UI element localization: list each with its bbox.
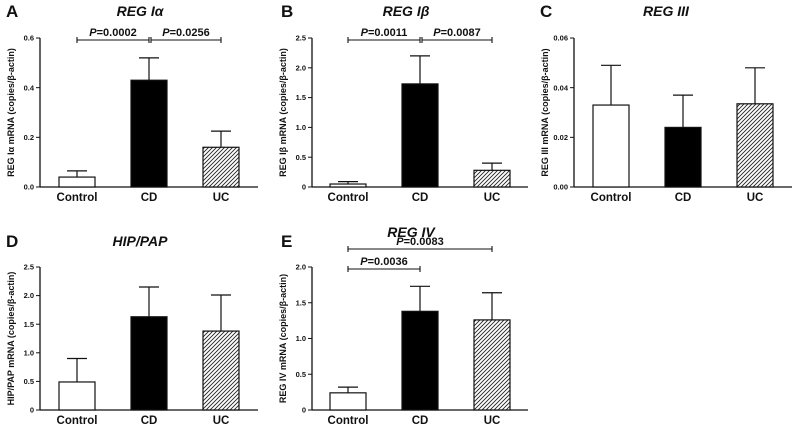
p-symbol: P (361, 27, 369, 39)
bar (473, 169, 511, 188)
p-value: =0.0256 (170, 27, 210, 39)
p-value-label: P=0.0036 (360, 256, 407, 268)
y-axis-label: REG Iβ mRNA (copies/β-actin) (278, 48, 288, 177)
p-symbol: P (433, 27, 441, 39)
bar (58, 176, 96, 188)
p-symbol: P (396, 236, 404, 248)
p-value: =0.0036 (368, 256, 408, 268)
p-value: =0.0087 (441, 27, 481, 39)
bar (202, 146, 240, 188)
y-tick-label: 1.0 (296, 123, 306, 132)
p-value: =0.0083 (404, 236, 444, 248)
y-tick-label: 0.0 (24, 183, 34, 192)
p-symbol: P (89, 27, 97, 39)
y-tick-label: 1.5 (24, 320, 34, 329)
panel-letter: D (6, 232, 18, 251)
x-category-label: Control (591, 192, 632, 204)
bar (664, 126, 702, 188)
y-tick-label: 0 (302, 406, 306, 415)
bar (473, 319, 511, 411)
panel-a: A REG Iα REG Iα mRNA (copies/β-actin) 0.0 0.… (6, 2, 258, 204)
panel-title: REG Iβ (383, 3, 430, 19)
panel-e: E REG IV REG IV mRNA (copies/β-actin) 0 0.5 1… (278, 224, 528, 427)
p-value-label: P=0.0087 (433, 27, 480, 39)
bar (58, 381, 96, 411)
y-axis-label: REG IV mRNA (copies/β-actin) (278, 274, 288, 403)
y-tick-label: 1.5 (296, 93, 306, 102)
y-tick-label: 0.2 (24, 133, 34, 142)
x-category-label: UC (747, 192, 764, 204)
x-category-label: Control (57, 415, 98, 427)
y-tick-label: 0 (302, 183, 306, 192)
y-tick-label: 0.5 (24, 377, 34, 386)
panel-d: D HIP/PAP HIP/PAP mRNA (copies/β-actin) 0 0.… (6, 232, 258, 427)
bar (329, 392, 367, 411)
y-tick-label: 2.0 (296, 63, 306, 72)
bar (130, 79, 168, 188)
p-value-label: P=0.0002 (89, 27, 136, 39)
x-category-label: UC (484, 192, 501, 204)
y-tick-label: 2.5 (296, 34, 306, 43)
panel-letter: E (281, 232, 292, 251)
p-value: =0.0002 (97, 27, 137, 39)
y-tick-label: 0.6 (24, 34, 34, 43)
x-category-label: Control (328, 192, 369, 204)
bar (130, 316, 168, 411)
x-category-label: UC (213, 192, 230, 204)
y-tick-label: 1.5 (296, 298, 306, 307)
x-category-label: CD (141, 415, 158, 427)
y-axis-label: REG III mRNA (copies/β-actin) (540, 48, 550, 176)
bar (202, 330, 240, 411)
bar (736, 103, 774, 188)
y-tick-label: 2.0 (296, 263, 306, 272)
p-value-label: P=0.0011 (361, 27, 408, 39)
panel-b: B REG Iβ REG Iβ mRNA (copies/β-actin) 0 0.5 1… (278, 2, 528, 204)
y-tick-label: 0.02 (553, 133, 568, 142)
panel-title: REG Iα (117, 3, 165, 19)
panel-title: REG IV (387, 224, 436, 240)
panel-letter: A (6, 2, 18, 21)
bar (401, 83, 439, 188)
y-tick-label: 0.5 (296, 370, 306, 379)
x-category-label: CD (412, 192, 429, 204)
y-tick-label: 2.5 (24, 263, 34, 272)
x-category-label: CD (412, 415, 429, 427)
p-value-label: P=0.0256 (162, 27, 209, 39)
y-tick-label: 0 (30, 406, 34, 415)
y-tick-label: 2.0 (24, 291, 34, 300)
p-value-label: P=0.0083 (396, 236, 443, 248)
y-tick-label: 0.06 (553, 34, 568, 43)
p-symbol: P (360, 256, 368, 268)
y-tick-label: 1.0 (296, 334, 306, 343)
y-tick-label: 0.5 (296, 153, 306, 162)
p-value: =0.0011 (368, 27, 407, 39)
y-tick-label: 0.00 (553, 183, 568, 192)
y-tick-label: 0.4 (24, 83, 35, 92)
panel-c: C REG III REG III mRNA (copies/β-actin)0.0… (540, 2, 792, 204)
x-category-label: CD (141, 192, 158, 204)
panel-letter: C (540, 2, 552, 21)
x-category-label: CD (675, 192, 692, 204)
panel-title: HIP/PAP (113, 233, 169, 249)
p-symbol: P (162, 27, 170, 39)
bar (329, 183, 367, 188)
x-category-label: UC (213, 415, 230, 427)
y-tick-label: 1.0 (24, 348, 34, 357)
panel-letter: B (281, 2, 293, 21)
bar (592, 104, 630, 188)
y-axis-label: REG Iα mRNA (copies/β-actin) (6, 48, 16, 177)
y-tick-label: 0.04 (553, 83, 568, 92)
x-category-label: Control (328, 415, 369, 427)
x-category-label: UC (484, 415, 501, 427)
x-category-label: Control (57, 192, 98, 204)
panel-title: REG III (643, 3, 690, 19)
bar (401, 310, 439, 411)
y-axis-label: HIP/PAP mRNA (copies/β-actin) (6, 272, 16, 406)
